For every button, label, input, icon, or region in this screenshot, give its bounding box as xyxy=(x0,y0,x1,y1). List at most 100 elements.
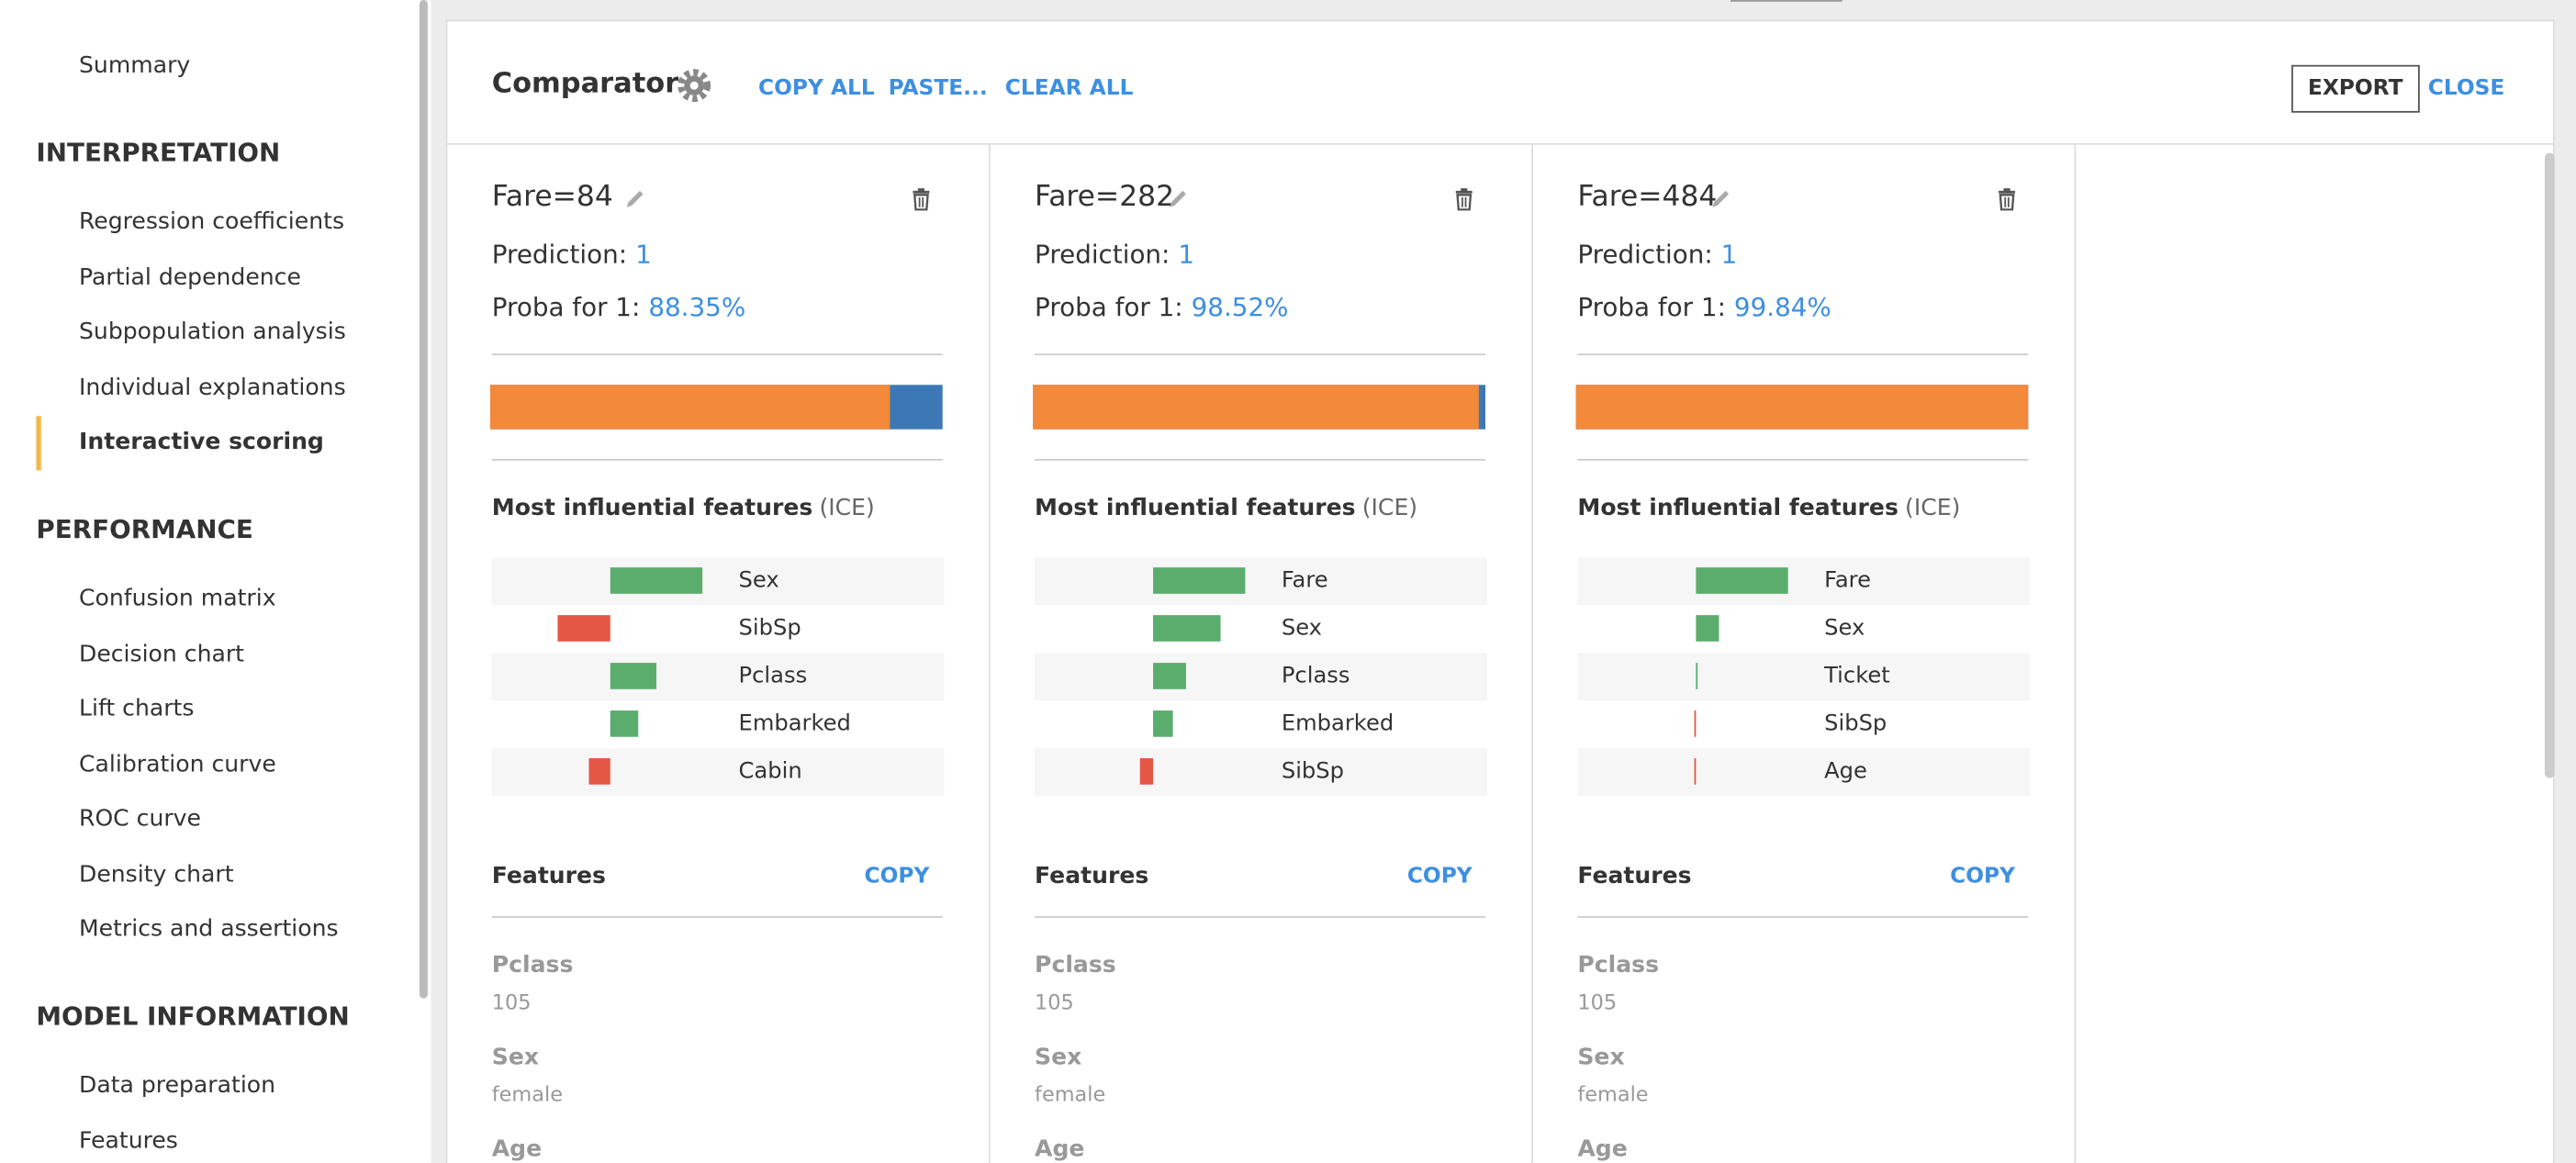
feature-name: Age xyxy=(491,1136,543,1163)
sidebar: Summary INTERPRETATION Regression coeffici… xyxy=(0,0,431,1163)
feature-name: Age xyxy=(1035,1136,1085,1163)
feature-value: 105 xyxy=(1035,989,1074,1014)
prediction-row: Prediction: 1 xyxy=(1577,240,1737,270)
edit-icon[interactable] xyxy=(1166,185,1189,217)
delete-icon[interactable] xyxy=(1997,185,2017,217)
influence-heading: Most influential features (ICE) xyxy=(492,495,875,521)
influence-name: Embarked xyxy=(738,710,851,737)
feature-name: Sex xyxy=(491,1044,540,1071)
score-card: Fare=84 Prediction: 1 Proba for 1: 88.35% Mos… xyxy=(446,144,991,1163)
divider xyxy=(1035,458,1486,461)
edit-icon[interactable] xyxy=(623,185,646,217)
influence-name: Fare xyxy=(1824,567,1871,594)
influence-note: (ICE) xyxy=(1361,495,1418,522)
influence-name: Pclass xyxy=(1281,663,1350,689)
nav-item[interactable]: Data preparation xyxy=(79,1072,276,1099)
feature-name: Sex xyxy=(1035,1044,1082,1071)
card-title: Fare=282 xyxy=(1035,181,1175,214)
nav-section-title: INTERPRETATION xyxy=(36,138,281,168)
nav-item[interactable]: ROC curve xyxy=(79,805,201,833)
scrollbar xyxy=(2544,152,2555,778)
prediction-value: 1 xyxy=(1720,240,1738,270)
influence-bar xyxy=(1153,567,1246,594)
influence-bar xyxy=(1153,710,1173,737)
nav-item[interactable]: Decision chart xyxy=(79,640,245,667)
influence-heading: Most influential features (ICE) xyxy=(1035,495,1417,521)
proba-row: Proba for 1: 98.52% xyxy=(1035,293,1288,322)
proba-row: Proba for 1: 99.84% xyxy=(1577,293,1831,322)
influence-name: Sex xyxy=(1824,615,1865,642)
delete-icon[interactable] xyxy=(1454,185,1474,217)
influence-bar xyxy=(557,615,610,642)
nav-section-title: MODEL INFORMATION xyxy=(36,1001,350,1032)
influence-note: (ICE) xyxy=(819,495,875,522)
nav-item[interactable]: Subpopulation analysis xyxy=(79,319,346,346)
nav-item[interactable]: Partial dependence xyxy=(79,263,301,291)
feature-name: Sex xyxy=(1577,1044,1625,1071)
influence-title: Most influential features xyxy=(1577,495,1898,522)
influence-title: Most influential features xyxy=(1035,495,1356,522)
score-card: Fare=282 Prediction: 1 Proba for 1: 98.52% Mo… xyxy=(989,144,1533,1163)
influence-note: (ICE) xyxy=(1905,495,1961,522)
nav-item[interactable]: Regression coefficients xyxy=(79,208,345,236)
influence-name: Sex xyxy=(1281,615,1322,642)
action-link[interactable]: COPY ALL xyxy=(758,76,875,102)
nav-item[interactable]: Metrics and assertions xyxy=(79,916,339,943)
feature-name: Pclass xyxy=(1577,952,1660,979)
proba-bar xyxy=(489,385,890,430)
delete-icon[interactable] xyxy=(912,185,932,217)
edit-icon[interactable] xyxy=(1709,185,1732,217)
action-link[interactable]: CLEAR ALL xyxy=(1004,76,1134,102)
proba-label: Proba for 1: xyxy=(1035,292,1183,323)
divider xyxy=(1035,916,1486,918)
score-card: Fare=484 Prediction: 1 Proba for 1: 99.84% Mo… xyxy=(1531,144,2077,1163)
header-divider xyxy=(447,142,2553,145)
nav-item[interactable]: Summary xyxy=(79,52,191,80)
export-button[interactable]: EXPORT xyxy=(2291,64,2420,113)
scrollbar xyxy=(419,0,428,999)
copy-button[interactable]: COPY xyxy=(1406,864,1473,889)
comparator-title: Comparator xyxy=(491,67,679,101)
influence-name: Embarked xyxy=(1281,710,1394,737)
nav-item[interactable]: Interactive scoring xyxy=(79,429,324,456)
divider xyxy=(1035,353,1486,356)
row-stripe xyxy=(491,557,945,606)
comparator-panel: Comparator EXPORT CLOSE COPY ALL PASTE...… xyxy=(445,19,2555,1163)
row-stripe xyxy=(1035,748,1487,797)
feature-value: 105 xyxy=(491,989,532,1014)
close-button[interactable]: CLOSE xyxy=(2427,76,2505,102)
feature-value: female xyxy=(491,1081,563,1107)
divider xyxy=(1577,353,2029,356)
copy-button[interactable]: COPY xyxy=(1950,864,2015,889)
influence-name: Sex xyxy=(738,567,779,594)
prediction-value: 1 xyxy=(1178,240,1195,270)
nav-item[interactable]: Density chart xyxy=(79,861,234,888)
settings-icon[interactable] xyxy=(676,67,711,103)
features-title: Features xyxy=(1577,863,1692,890)
prediction-label: Prediction: xyxy=(1577,240,1713,270)
tab-indicator xyxy=(1730,0,1842,2)
row-stripe xyxy=(491,653,945,701)
nav-item[interactable]: Calibration curve xyxy=(79,750,276,777)
prediction-row: Prediction: 1 xyxy=(492,240,652,270)
divider xyxy=(1577,916,2029,918)
influence-name: SibSp xyxy=(738,615,801,642)
prediction-label: Prediction: xyxy=(491,240,628,270)
features-title: Features xyxy=(1035,863,1149,890)
influence-name: Cabin xyxy=(738,758,802,785)
action-link[interactable]: PASTE... xyxy=(888,76,988,102)
divider xyxy=(1577,458,2029,461)
nav-item[interactable]: Lift charts xyxy=(79,695,195,722)
copy-button[interactable]: COPY xyxy=(864,864,930,889)
row-stripe xyxy=(1035,653,1487,701)
card-title: Fare=84 xyxy=(491,181,613,214)
divider xyxy=(491,916,943,918)
nav-item[interactable]: Confusion matrix xyxy=(79,585,276,612)
proba-value: 98.52% xyxy=(1191,292,1289,323)
proba-bar xyxy=(1033,385,1479,430)
proba-value: 99.84% xyxy=(1733,292,1831,323)
proba-row: Proba for 1: 88.35% xyxy=(492,293,745,322)
divider xyxy=(491,458,943,461)
nav-item[interactable]: Features xyxy=(79,1127,178,1154)
nav-item[interactable]: Individual explanations xyxy=(79,374,346,401)
